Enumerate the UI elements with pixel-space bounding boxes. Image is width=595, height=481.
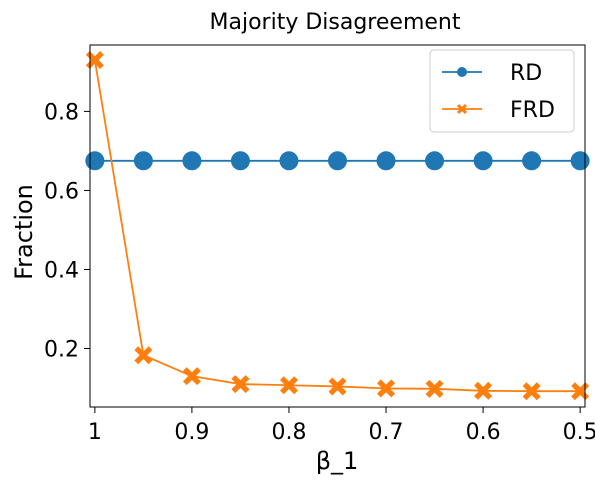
- data-point-rd: [328, 151, 347, 171]
- data-point-rd: [473, 151, 493, 171]
- y-axis-label: Fraction: [10, 184, 38, 280]
- data-point-rd: [230, 151, 250, 171]
- y-tick-label: 0.8: [44, 100, 79, 125]
- x-tick-label: 0.7: [369, 420, 404, 445]
- legend-marker: [457, 104, 467, 114]
- x-tick-label: 0.5: [563, 420, 595, 445]
- y-tick-label: 0.6: [44, 179, 79, 204]
- data-point-frd: [231, 375, 250, 394]
- legend: RD FRD: [429, 49, 575, 133]
- series-rd: [85, 151, 590, 171]
- x-tick-label: 0.6: [466, 420, 501, 445]
- x-tick-label: 0.8: [271, 420, 306, 445]
- data-point-rd: [522, 151, 542, 171]
- legend-label: RD: [510, 61, 542, 86]
- x-tick-label: 1: [88, 420, 102, 445]
- data-point-frd: [522, 382, 541, 401]
- plot-frame: [89, 44, 586, 408]
- data-point-frd: [134, 346, 153, 365]
- data-point-frd: [85, 51, 104, 70]
- x-axis: 1 0.9 0.8 0.7 0.6 0.5: [88, 407, 595, 445]
- legend-marker: [457, 67, 467, 77]
- data-point-frd: [279, 376, 298, 395]
- y-tick-label: 0.4: [44, 258, 79, 283]
- data-point-frd: [377, 379, 396, 398]
- data-point-rd: [133, 151, 153, 171]
- legend-item-frd: FRD: [442, 98, 555, 123]
- data-point-rd: [182, 151, 202, 171]
- data-point-frd: [328, 377, 347, 396]
- legend-item-rd: RD: [442, 61, 542, 86]
- x-tick-label: 0.9: [174, 420, 209, 445]
- data-point-rd: [279, 151, 299, 171]
- y-axis: 0.2 0.4 0.6 0.8: [44, 100, 90, 363]
- data-point-frd: [474, 381, 493, 400]
- chart-title: Majority Disagreement: [210, 10, 461, 35]
- data-point-rd: [376, 151, 396, 171]
- x-axis-label: β_1: [316, 447, 359, 475]
- legend-label: FRD: [510, 98, 555, 123]
- y-tick-label: 0.2: [44, 338, 79, 363]
- data-point-frd: [425, 379, 444, 398]
- data-point-rd: [85, 151, 105, 171]
- data-point-frd: [182, 367, 201, 386]
- data-point-rd: [425, 151, 445, 171]
- data-point-rd: [570, 151, 590, 171]
